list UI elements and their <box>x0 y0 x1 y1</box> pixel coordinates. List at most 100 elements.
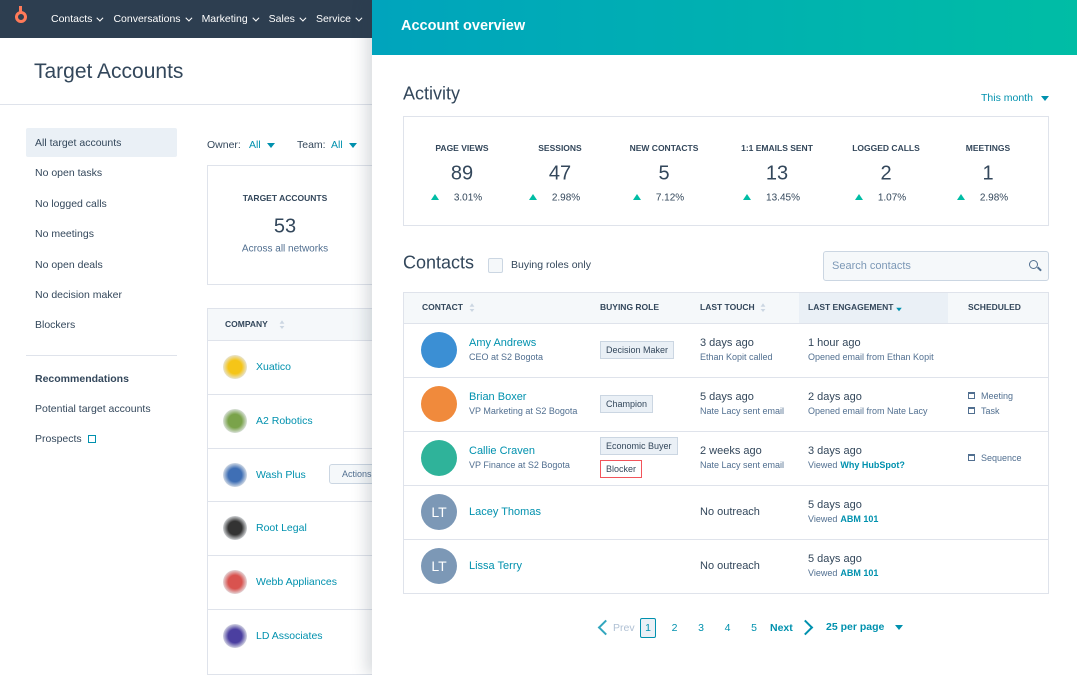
company-logo <box>223 570 247 595</box>
contact-name[interactable]: Lissa Terry <box>469 560 522 572</box>
schedule-icon <box>968 454 975 461</box>
per-page-select[interactable]: 25 per page <box>826 621 885 633</box>
metric-label: NEW CONTACTS <box>629 143 699 153</box>
company-name[interactable]: Root Legal <box>256 522 307 535</box>
caret-up <box>469 303 475 307</box>
company-name[interactable]: Wash Plus <box>256 468 306 481</box>
metric-value: 13 <box>765 162 789 185</box>
search-placeholder: Search contacts <box>832 260 911 272</box>
schedule-icon <box>968 392 975 399</box>
row-divider <box>404 539 1048 540</box>
section-title: Contacts <box>403 252 475 273</box>
column-header[interactable]: LAST ENGAGEMENT <box>808 302 894 312</box>
sidebar-filter[interactable]: No meetings <box>35 228 94 241</box>
company-header-bg <box>208 309 386 341</box>
panel-header <box>372 0 1077 55</box>
caret-down <box>349 143 357 148</box>
company-name[interactable]: Webb Appliances <box>256 576 337 589</box>
nav-item[interactable]: Marketing <box>201 13 260 25</box>
contact-name[interactable]: Callie Craven <box>469 445 536 457</box>
sorted-column-bg <box>799 293 948 323</box>
chevron <box>252 14 260 22</box>
contact-title: CEO at S2 Bogota <box>469 352 544 362</box>
column-header[interactable]: LAST TOUCH <box>700 302 755 312</box>
engagement-text: Viewed <box>808 568 838 578</box>
search-input[interactable] <box>823 251 1049 281</box>
contact-name[interactable]: Brian Boxer <box>469 391 527 403</box>
caret-down <box>469 309 475 312</box>
caret-up <box>529 194 537 200</box>
nav-item-label[interactable]: Conversations <box>113 13 181 25</box>
metric-change: 7.12% <box>655 192 685 204</box>
nav-item[interactable]: Conversations <box>113 13 193 25</box>
company-name[interactable]: LD Associates <box>256 630 323 642</box>
company-logo <box>223 462 247 487</box>
external-link-icon <box>88 435 96 443</box>
sidebar-filter[interactable]: No open deals <box>35 258 103 271</box>
actions-label[interactable]: Actions <box>342 469 372 479</box>
logo <box>15 11 27 23</box>
engagement-link[interactable]: ABM 101 <box>840 568 879 578</box>
metric-value: 47 <box>548 162 572 185</box>
contact-name[interactable]: Lacey Thomas <box>469 506 541 518</box>
page-number[interactable]: 3 <box>698 622 704 634</box>
avatar-initials: LT <box>431 504 447 520</box>
last-touch: 5 days ago <box>700 391 754 403</box>
metric-value: 5 <box>658 162 670 185</box>
column-header[interactable]: SCHEDULED <box>968 302 1021 312</box>
nav-item[interactable]: Service <box>315 13 363 25</box>
engagement-link[interactable]: Why HubSpot? <box>840 460 905 470</box>
contact-name[interactable]: Amy Andrews <box>469 337 537 349</box>
nav-item-label[interactable]: Service <box>315 13 351 25</box>
sidebar-filter[interactable]: All target accounts <box>35 137 122 149</box>
metric-change: 2.98% <box>551 192 581 204</box>
checkbox[interactable] <box>488 258 503 273</box>
prev-link[interactable]: Prev <box>613 622 635 634</box>
sidebar-filter[interactable]: No decision maker <box>35 289 122 301</box>
period-select[interactable]: This month <box>981 92 1033 104</box>
last-touch-detail: Nate Lacy sent email <box>700 460 785 470</box>
avatar-initials: LT <box>431 558 447 574</box>
sidebar-link[interactable]: Potential target accounts <box>35 403 151 415</box>
nav-item[interactable]: Sales <box>268 13 307 25</box>
last-touch-detail: Nate Lacy sent email <box>700 406 785 416</box>
nav-item-label[interactable]: Sales <box>268 13 295 25</box>
next-link[interactable]: Next <box>770 622 793 634</box>
filter-value[interactable]: All <box>331 139 343 151</box>
sidebar-filter[interactable]: No logged calls <box>35 197 107 210</box>
row-divider <box>208 393 386 395</box>
company-name[interactable]: A2 Robotics <box>256 414 313 427</box>
last-touch-detail: Ethan Kopit called <box>700 352 773 362</box>
nav-item[interactable]: Contacts <box>51 13 104 25</box>
filter-label: Owner: <box>207 139 241 151</box>
last-engagement: 2 days ago <box>808 391 862 403</box>
page-number[interactable]: 5 <box>751 622 757 634</box>
page-number[interactable]: 4 <box>724 622 731 634</box>
sidebar-filter[interactable]: No open tasks <box>35 167 103 180</box>
avatar <box>421 386 457 422</box>
filter-value[interactable]: All <box>249 139 261 151</box>
metric-label: MEETINGS <box>965 143 1011 153</box>
nav-item-label[interactable]: Marketing <box>201 13 248 25</box>
engagement-link[interactable]: ABM 101 <box>840 514 879 524</box>
company-logo <box>223 355 247 379</box>
metric-label: SESSIONS <box>538 143 582 153</box>
last-engagement: 3 days ago <box>808 445 862 457</box>
sidebar-filter[interactable]: Blockers <box>35 319 76 332</box>
page-number[interactable]: 1 <box>645 622 651 634</box>
column-header[interactable]: CONTACT <box>422 302 463 312</box>
metric-label: 1:1 EMAILS SENT <box>741 143 813 153</box>
row-divider <box>404 431 1048 432</box>
metric-value: 89 <box>450 162 474 185</box>
company-name[interactable]: Xuatico <box>256 361 292 373</box>
avatar <box>421 494 457 530</box>
caret-up <box>279 320 285 324</box>
column-header[interactable]: BUYING ROLE <box>600 302 660 312</box>
nav-item-label[interactable]: Contacts <box>51 13 93 25</box>
chevron <box>184 14 193 22</box>
last-touch: 2 weeks ago <box>700 445 762 457</box>
page-number[interactable]: 2 <box>671 622 678 634</box>
row-divider <box>208 609 386 610</box>
sidebar-link[interactable]: Prospects <box>35 433 82 445</box>
